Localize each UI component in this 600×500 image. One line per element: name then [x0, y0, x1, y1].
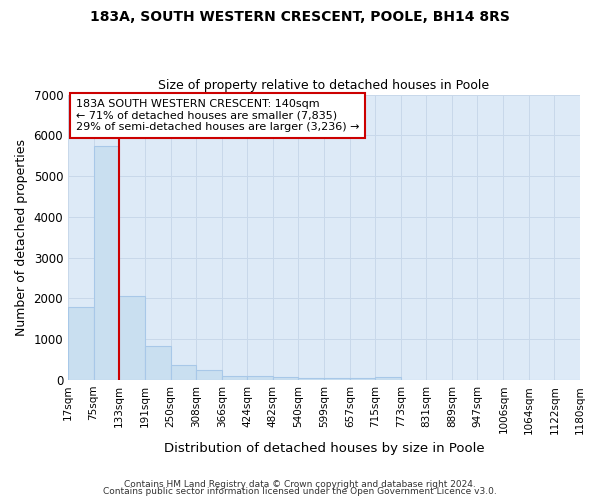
Y-axis label: Number of detached properties: Number of detached properties — [15, 139, 28, 336]
Bar — [170, 365, 196, 380]
Bar — [94, 146, 119, 380]
X-axis label: Distribution of detached houses by size in Poole: Distribution of detached houses by size … — [164, 442, 484, 455]
Bar — [196, 370, 221, 380]
Title: Size of property relative to detached houses in Poole: Size of property relative to detached ho… — [158, 79, 490, 92]
Bar — [247, 376, 273, 380]
Text: Contains public sector information licensed under the Open Government Licence v3: Contains public sector information licen… — [103, 487, 497, 496]
Bar — [376, 377, 401, 380]
Bar — [145, 346, 170, 380]
Bar — [350, 378, 376, 380]
Text: 183A, SOUTH WESTERN CRESCENT, POOLE, BH14 8RS: 183A, SOUTH WESTERN CRESCENT, POOLE, BH1… — [90, 10, 510, 24]
Text: Contains HM Land Registry data © Crown copyright and database right 2024.: Contains HM Land Registry data © Crown c… — [124, 480, 476, 489]
Bar — [273, 376, 298, 380]
Bar — [298, 378, 324, 380]
Bar — [68, 308, 94, 380]
Text: 183A SOUTH WESTERN CRESCENT: 140sqm
← 71% of detached houses are smaller (7,835): 183A SOUTH WESTERN CRESCENT: 140sqm ← 71… — [76, 99, 359, 132]
Bar — [324, 378, 350, 380]
Bar — [119, 296, 145, 380]
Bar — [221, 376, 247, 380]
